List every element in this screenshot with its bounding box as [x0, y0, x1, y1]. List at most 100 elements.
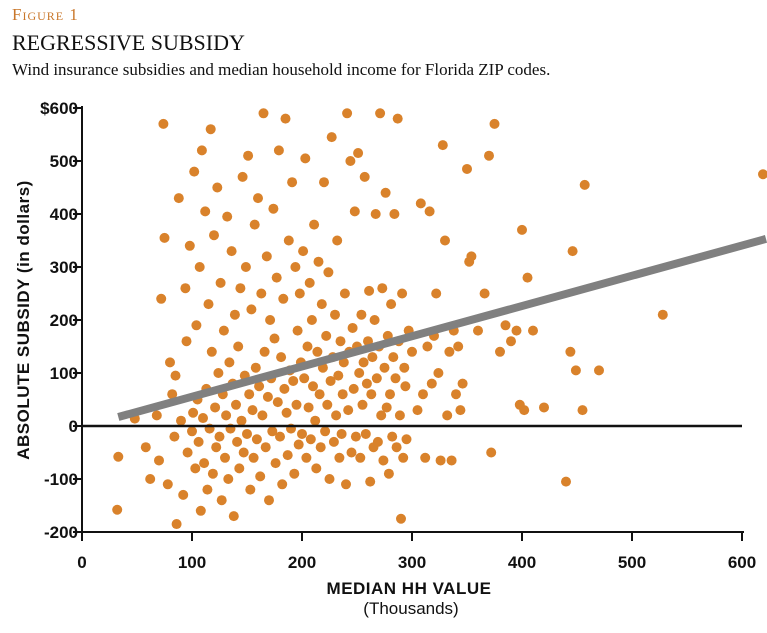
- points-layer: [112, 108, 767, 530]
- data-point-49: [215, 277, 226, 288]
- data-point-165: [343, 405, 354, 416]
- data-point-145: [321, 330, 332, 341]
- data-point-189: [369, 315, 380, 325]
- data-point-262: [567, 246, 578, 257]
- data-point-106: [278, 293, 289, 304]
- data-point-249: [489, 118, 500, 129]
- data-point-16: [173, 193, 184, 204]
- data-point-128: [302, 341, 313, 352]
- data-point-171: [349, 206, 360, 217]
- data-point-105: [277, 479, 288, 490]
- data-point-207: [389, 209, 400, 219]
- data-point-3: [140, 442, 151, 453]
- data-point-181: [360, 428, 371, 439]
- data-point-164: [342, 108, 353, 119]
- data-point-161: [338, 357, 349, 368]
- data-point-100: [271, 272, 282, 283]
- data-point-121: [294, 288, 305, 299]
- data-point-53: [220, 452, 230, 463]
- data-point-244: [466, 251, 477, 262]
- data-point-81: [250, 362, 261, 373]
- data-point-134: [309, 219, 320, 230]
- data-point-66: [234, 463, 245, 474]
- data-point-239: [453, 341, 464, 352]
- data-point-204: [386, 299, 397, 310]
- y-tick-label-8: -200: [44, 523, 78, 542]
- data-point-194: [375, 108, 386, 119]
- data-point-43: [209, 230, 219, 241]
- data-point-47: [213, 368, 224, 378]
- data-point-131: [305, 434, 316, 445]
- data-point-263: [570, 365, 581, 376]
- data-point-111: [283, 235, 294, 246]
- data-point-87: [257, 410, 268, 421]
- chart-subtitle: Wind insurance subsidies and median hous…: [12, 60, 551, 79]
- ticks-layer: $600 500 400 300 200 100 0 -100 -200 0 100 200 300 40…: [40, 99, 756, 572]
- data-point-196: [377, 283, 388, 294]
- data-point-102: [273, 145, 284, 156]
- y-tick-label-3: 300: [50, 258, 78, 277]
- data-point-50: [216, 495, 227, 506]
- data-point-227: [426, 378, 437, 389]
- data-point-92: [262, 391, 273, 402]
- data-point-84: [254, 381, 265, 392]
- data-point-255: [517, 224, 527, 235]
- data-point-55: [222, 211, 233, 222]
- data-point-156: [333, 370, 344, 381]
- data-point-103: [275, 431, 285, 442]
- data-point-120: [293, 439, 304, 450]
- data-point-247: [484, 150, 494, 161]
- data-point-153: [330, 309, 340, 320]
- data-point-116: [289, 468, 300, 479]
- data-point-150: [326, 132, 337, 143]
- data-point-154: [331, 410, 342, 421]
- data-point-268: [758, 169, 767, 180]
- data-point-235: [444, 346, 455, 357]
- data-point-157: [334, 452, 345, 463]
- data-point-199: [380, 187, 391, 198]
- y-tick-label-1: 500: [50, 152, 78, 171]
- data-point-110: [282, 450, 293, 461]
- data-point-72: [240, 262, 251, 272]
- data-point-180: [359, 171, 370, 182]
- data-point-33: [198, 413, 208, 424]
- data-point-0: [113, 451, 124, 462]
- data-point-230: [433, 368, 444, 378]
- data-point-257: [522, 272, 533, 283]
- data-point-86: [256, 288, 267, 299]
- data-point-91: [261, 251, 272, 262]
- data-point-168: [346, 447, 357, 458]
- data-point-138: [313, 256, 324, 267]
- data-point-20: [181, 336, 192, 347]
- data-point-242: [462, 163, 472, 174]
- data-point-158: [335, 336, 346, 347]
- x-tick-label-6: 600: [728, 553, 756, 572]
- data-point-206: [388, 352, 399, 363]
- data-point-69: [237, 171, 248, 182]
- data-point-42: [207, 468, 218, 479]
- x-tick-label-3: 300: [398, 553, 426, 572]
- data-point-141: [316, 299, 327, 310]
- data-point-26: [190, 463, 201, 474]
- data-point-192: [372, 436, 383, 447]
- data-point-209: [391, 442, 402, 453]
- data-point-236: [446, 455, 457, 466]
- data-point-133: [308, 381, 318, 392]
- data-point-220: [407, 346, 417, 357]
- x-tick-label-4: 400: [508, 553, 536, 572]
- data-point-4: [145, 474, 156, 484]
- data-point-45: [211, 442, 222, 453]
- data-point-140: [315, 442, 326, 453]
- data-point-10: [162, 479, 173, 490]
- data-point-253: [511, 325, 522, 336]
- data-point-12: [167, 389, 178, 400]
- data-point-97: [268, 203, 279, 214]
- data-point-68: [236, 415, 247, 426]
- trend-line: [117, 235, 767, 421]
- data-point-267: [657, 309, 668, 320]
- data-point-232: [437, 140, 448, 151]
- data-point-149: [325, 375, 336, 386]
- data-point-98: [269, 333, 280, 344]
- data-point-233: [440, 235, 450, 246]
- data-point-224: [420, 452, 431, 463]
